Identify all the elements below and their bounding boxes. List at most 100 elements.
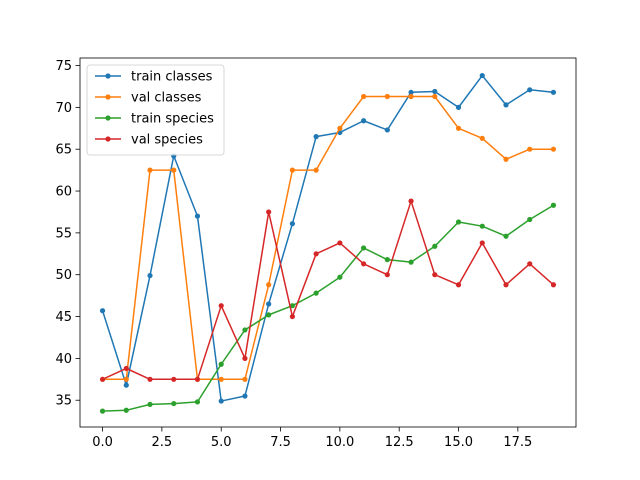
legend-label: val species: [131, 133, 203, 148]
data-point: [218, 303, 224, 309]
data-point: [266, 209, 272, 215]
data-point: [289, 303, 295, 309]
series-line: [101, 200, 555, 381]
x-tick-label: 12.5: [385, 435, 414, 450]
data-point: [550, 202, 557, 208]
data-point: [99, 308, 106, 314]
x-tick-label: 17.5: [503, 435, 532, 450]
data-point: [313, 167, 319, 173]
data-point: [361, 118, 367, 124]
data-point: [99, 376, 106, 382]
data-point: [550, 282, 557, 288]
data-point: [123, 407, 129, 413]
series-train-classes: [99, 72, 557, 404]
data-point: [384, 127, 390, 133]
series-train-species: [99, 202, 557, 414]
x-tick-label: 10.0: [325, 435, 354, 450]
data-point: [242, 327, 248, 333]
legend-item: train classes: [95, 70, 213, 85]
legend-label: train species: [131, 112, 214, 127]
data-point: [289, 221, 295, 227]
data-point: [361, 93, 367, 100]
y-tick-label: 55: [55, 226, 72, 241]
data-point: [408, 93, 414, 100]
data-point: [218, 376, 224, 382]
data-point: [479, 223, 485, 229]
data-point: [313, 290, 319, 296]
data-point: [218, 398, 224, 404]
data-point: [266, 312, 272, 318]
data-point: [242, 355, 248, 361]
data-point: [527, 87, 533, 93]
data-point: [171, 167, 177, 173]
data-point: [384, 272, 390, 278]
data-point: [527, 146, 533, 152]
data-point: [337, 125, 343, 131]
data-point: [455, 125, 462, 131]
x-tick-label: 2.5: [152, 435, 173, 450]
data-point: [479, 72, 485, 79]
data-point: [408, 259, 414, 265]
data-point: [99, 408, 106, 414]
legend-marker-icon: [105, 94, 111, 100]
data-point: [432, 272, 438, 278]
data-point: [361, 261, 367, 267]
data-point: [432, 243, 438, 249]
data-point: [147, 401, 153, 408]
data-point: [289, 313, 295, 320]
legend-label: val classes: [131, 91, 202, 106]
legend-marker-icon: [105, 73, 111, 79]
data-point: [194, 213, 201, 219]
data-point: [361, 245, 367, 251]
legend: train classes val classes train species val…: [86, 64, 225, 156]
data-point: [123, 376, 129, 382]
data-point: [147, 376, 153, 382]
data-point: [455, 282, 462, 288]
y-tick-label: 75: [55, 59, 72, 74]
data-point: [218, 361, 224, 367]
data-point: [550, 89, 557, 95]
x-tick-label: 0.0: [92, 435, 113, 450]
series-line: [101, 74, 555, 402]
data-point: [171, 400, 177, 407]
data-point: [503, 282, 509, 288]
x-tick-label: 15.0: [444, 435, 473, 450]
data-point: [123, 365, 129, 372]
data-point: [527, 216, 533, 223]
data-point: [337, 274, 343, 280]
data-point: [194, 376, 201, 382]
data-point: [479, 135, 485, 141]
legend-marker-icon: [105, 136, 111, 142]
data-point: [242, 376, 248, 382]
data-point: [266, 282, 272, 288]
data-point: [147, 167, 153, 173]
data-point: [313, 134, 319, 140]
data-point: [194, 399, 201, 405]
data-point: [147, 272, 153, 279]
y-tick-label: 40: [55, 352, 72, 367]
series-line: [101, 95, 555, 381]
data-point: [550, 146, 557, 152]
data-point: [503, 156, 509, 162]
y-tick-label: 45: [55, 310, 72, 325]
x-tick-label: 5.0: [211, 435, 232, 450]
axes-layer: 0.0 2.5 5.0 7.5 10.0 12.5 15.0 17.5 35 40 45 50 55 60…: [55, 57, 577, 450]
legend-item: val species: [95, 133, 203, 148]
data-point: [266, 301, 272, 307]
legend-marker-icon: [105, 115, 111, 121]
data-point: [432, 93, 438, 100]
data-point: [455, 219, 462, 225]
data-point: [242, 393, 248, 399]
series-val-species: [99, 198, 557, 382]
data-point: [455, 104, 462, 110]
y-tick-label: 70: [55, 101, 72, 116]
plot-frame: [79, 57, 577, 428]
data-point: [503, 102, 509, 108]
data-point: [432, 88, 438, 95]
data-point: [384, 93, 390, 100]
x-tick-label: 7.5: [270, 435, 291, 450]
y-tick-label: 50: [55, 268, 72, 283]
series-layer: [99, 72, 557, 414]
data-point: [408, 198, 414, 204]
